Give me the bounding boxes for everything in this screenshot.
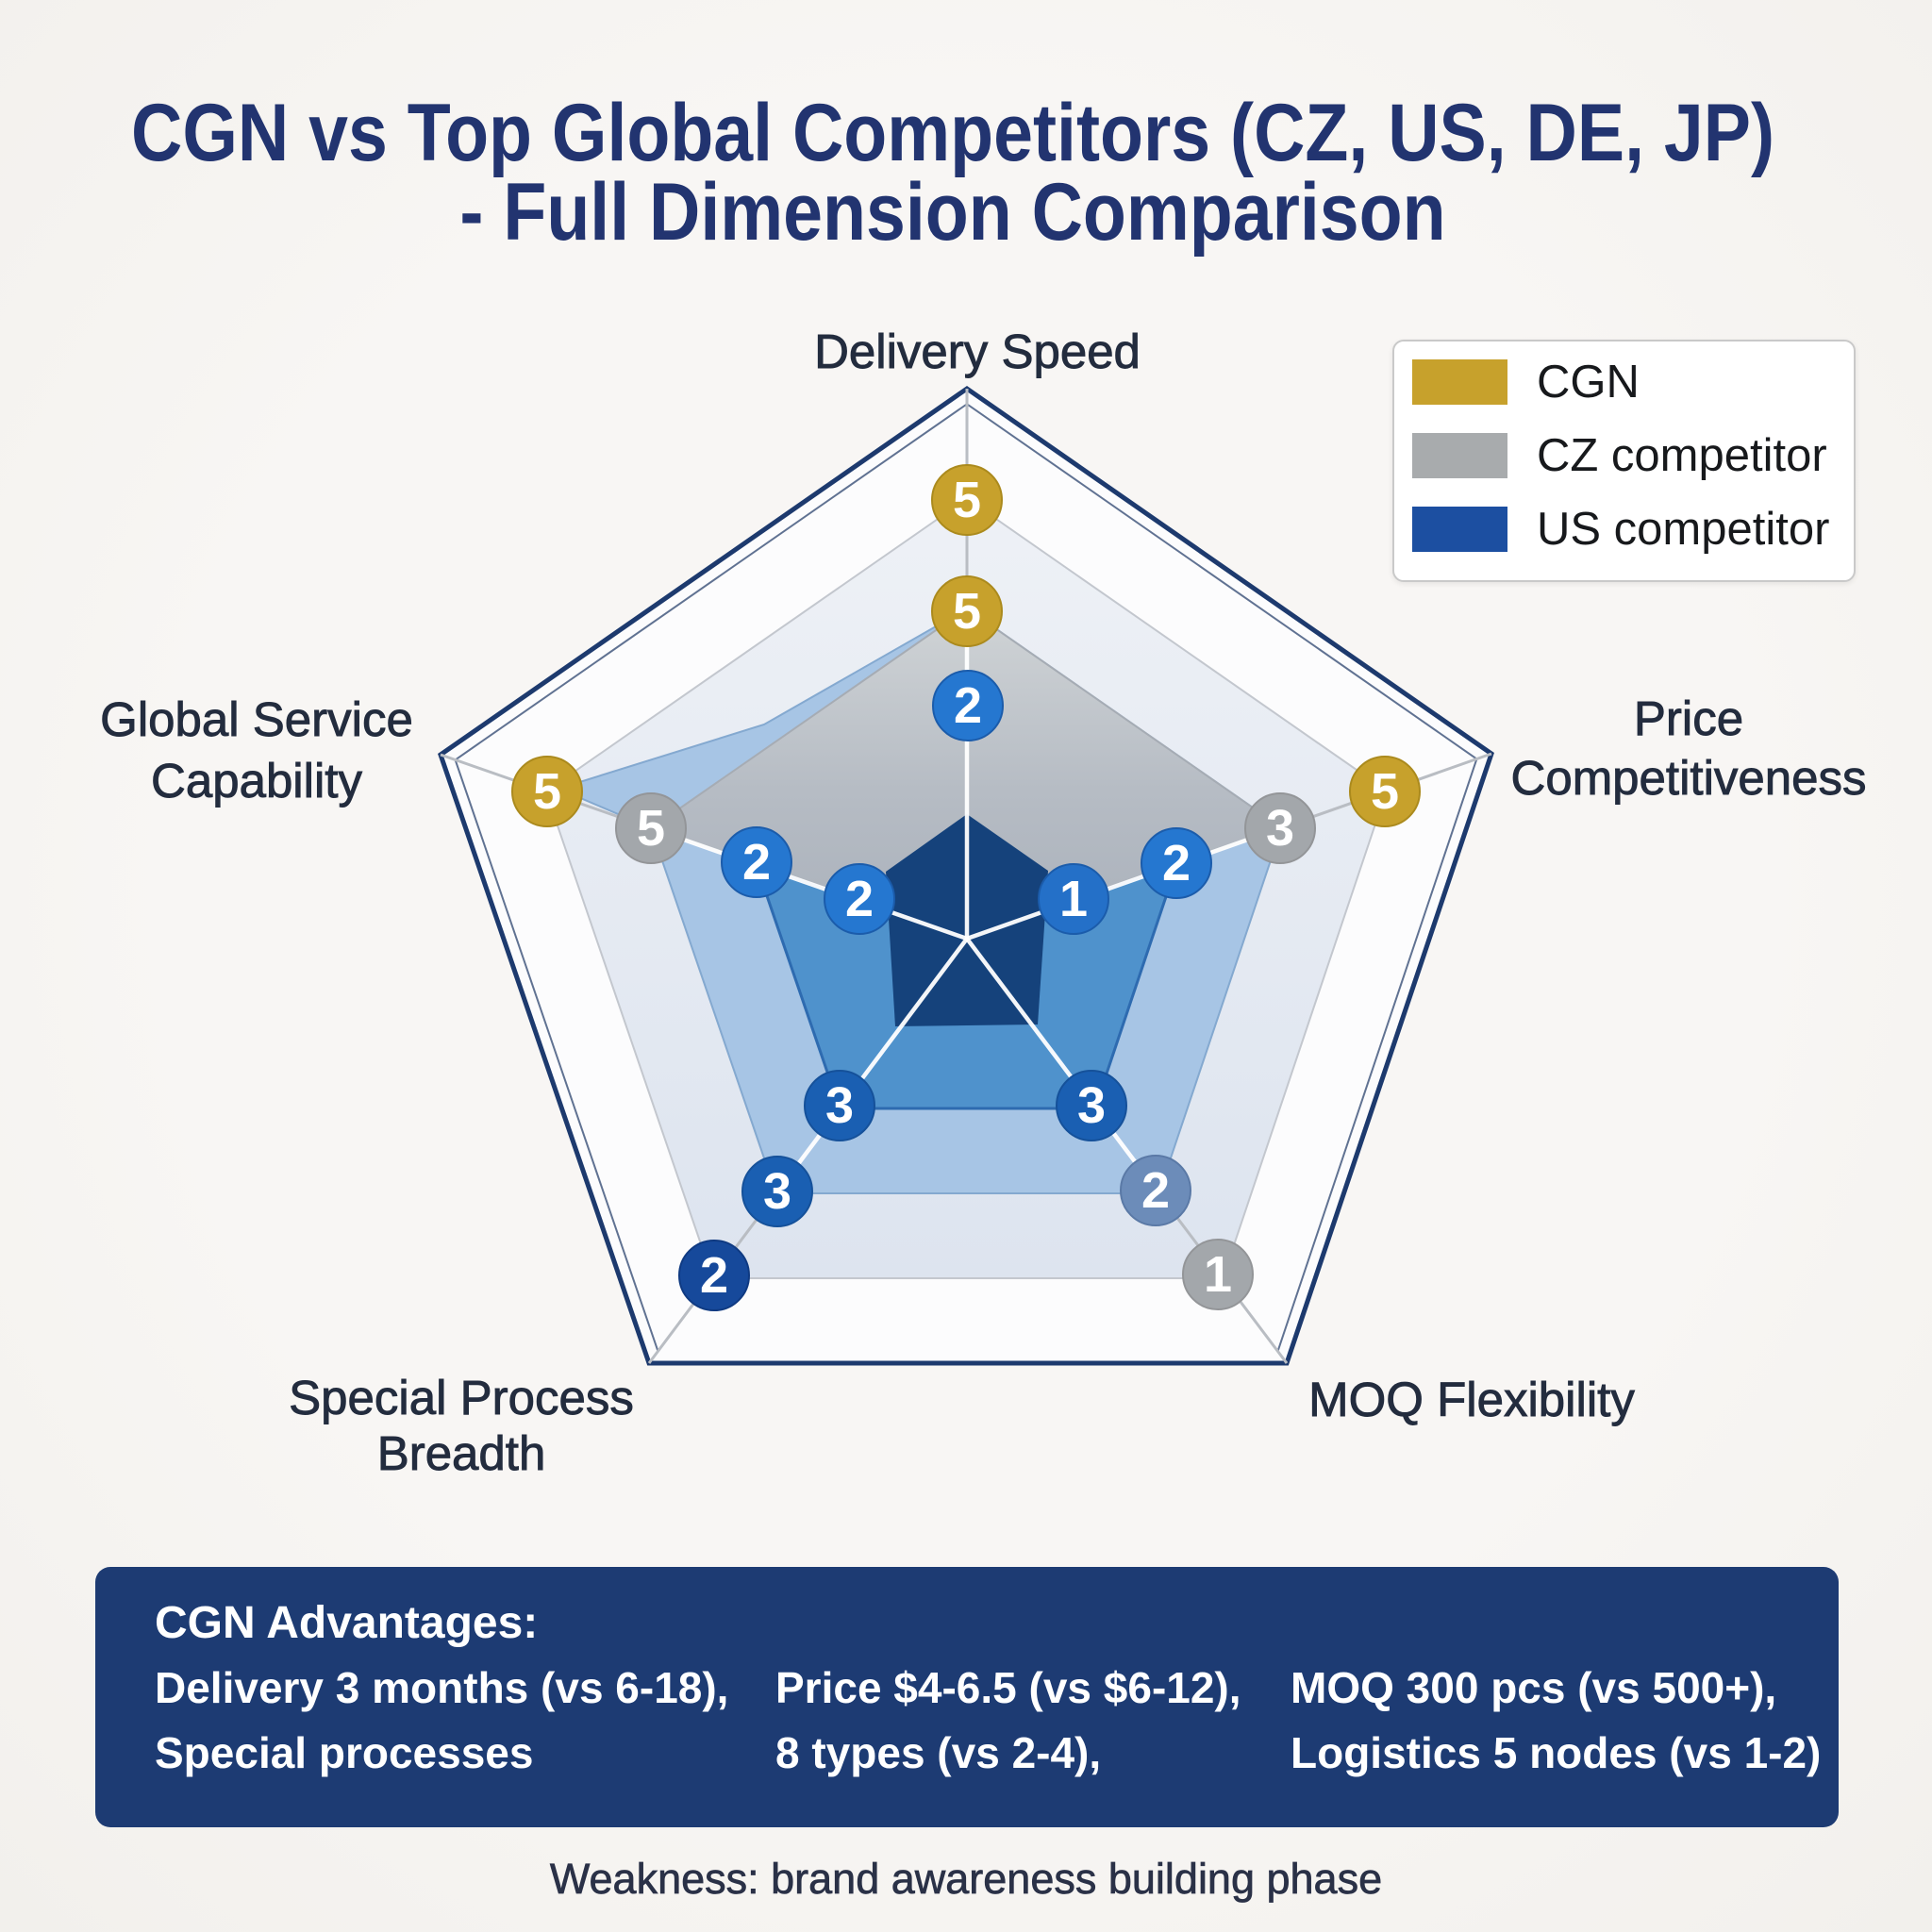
svg-text:Breadth: Breadth (377, 1426, 546, 1480)
svg-text:2: 2 (700, 1247, 728, 1304)
svg-text:5: 5 (1371, 763, 1399, 820)
svg-text:Competitiveness: Competitiveness (1511, 751, 1867, 805)
svg-text:3: 3 (1266, 800, 1294, 857)
svg-text:2: 2 (742, 834, 771, 891)
svg-text:2: 2 (1141, 1162, 1170, 1219)
svg-text:Global Service: Global Service (100, 692, 413, 746)
svg-text:1: 1 (1059, 871, 1088, 927)
svg-text:3: 3 (825, 1077, 854, 1134)
svg-text:2: 2 (954, 677, 982, 734)
svg-text:1: 1 (1204, 1246, 1232, 1303)
svg-text:5: 5 (953, 583, 981, 640)
svg-text:2: 2 (845, 871, 874, 927)
svg-text:Delivery Speed: Delivery Speed (814, 325, 1141, 378)
svg-text:2: 2 (1162, 835, 1191, 891)
svg-text:5: 5 (953, 472, 981, 528)
svg-text:Special Process: Special Process (289, 1371, 634, 1424)
svg-text:3: 3 (763, 1163, 791, 1220)
svg-text:MOQ Flexibility: MOQ Flexibility (1308, 1373, 1635, 1426)
svg-text:5: 5 (533, 763, 561, 820)
svg-text:Price: Price (1634, 691, 1743, 745)
svg-text:Capability: Capability (151, 754, 362, 808)
svg-text:3: 3 (1077, 1077, 1106, 1134)
svg-text:5: 5 (637, 800, 665, 857)
